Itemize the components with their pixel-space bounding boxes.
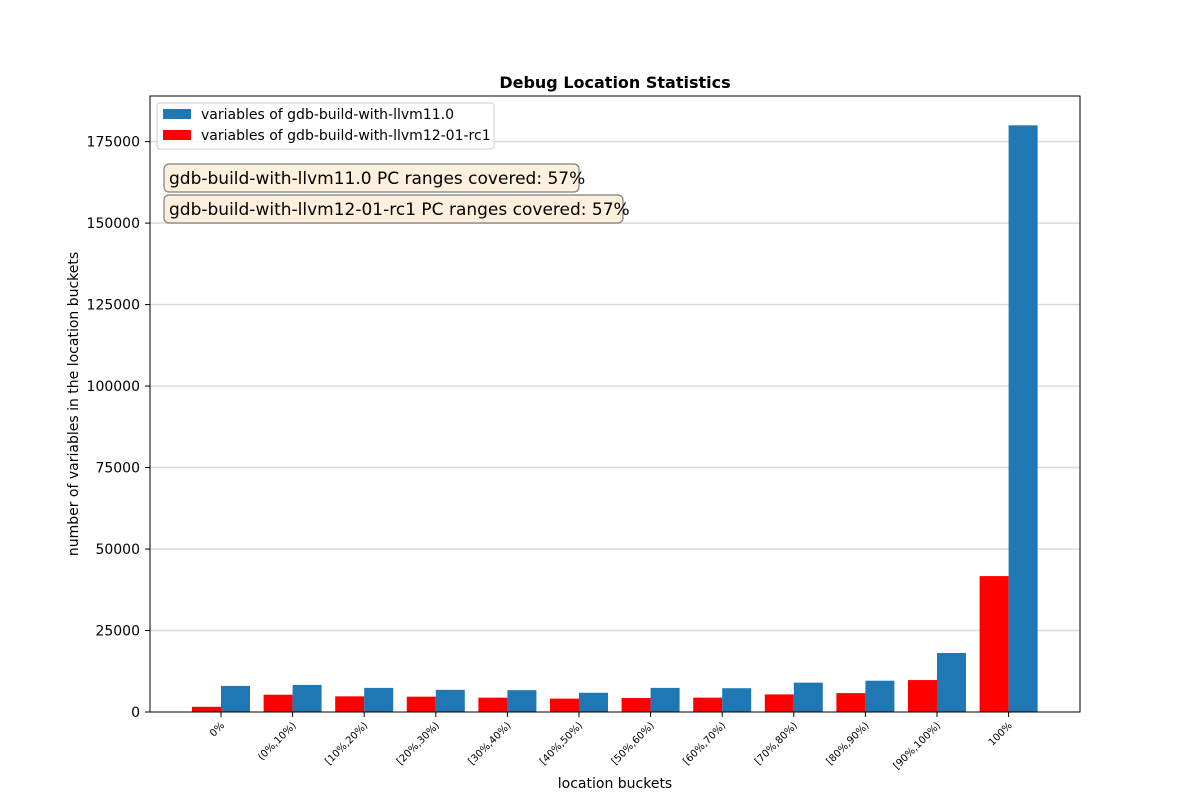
y-tick-label: 175000 — [87, 135, 140, 151]
bar-llvm11 — [221, 685, 250, 712]
y-tick-label: 25000 — [95, 624, 140, 640]
annotation-box-llvm12 — [163, 194, 624, 224]
annotation-llvm12-coverage: gdb-build-with-llvm12-01-rc1 PC ranges c… — [169, 200, 630, 220]
bar-llvm12 — [836, 693, 866, 712]
bar-llvm11 — [1008, 125, 1038, 713]
y-tick-label: 50000 — [95, 542, 140, 558]
bar-llvm12 — [335, 696, 365, 712]
legend-swatch-llvm11 — [163, 109, 191, 119]
y-tick-label: 150000 — [87, 216, 140, 232]
bar-llvm12 — [764, 694, 794, 712]
legend-swatch-llvm12 — [163, 130, 191, 140]
x-axis-label: location buckets — [558, 776, 672, 792]
bar-llvm12 — [908, 680, 937, 712]
bar-llvm12 — [979, 576, 1009, 712]
y-tick-label: 0 — [131, 705, 140, 721]
annotations: gdb-build-with-llvm11.0 PC ranges covere… — [163, 163, 630, 224]
bar-llvm11 — [364, 687, 394, 712]
bar-llvm12 — [621, 697, 651, 712]
bar-llvm12 — [263, 694, 293, 712]
annotation-llvm11-coverage: gdb-build-with-llvm11.0 PC ranges covere… — [169, 169, 585, 189]
bar-llvm12 — [192, 706, 221, 712]
bar-llvm12 — [550, 698, 579, 712]
legend-label-llvm11: variables of gdb-build-with-llvm11.0 — [201, 107, 454, 123]
bar-llvm11 — [435, 689, 465, 712]
y-axis-ticks: 0 25000 50000 75000 100000 125000 150000 175000 — [87, 135, 150, 721]
chart-title: Debug Location Statistics — [499, 73, 730, 92]
bar-llvm11 — [650, 687, 680, 712]
plot-frame — [149, 95, 1081, 713]
legend: variables of gdb-build-with-llvm11.0 var… — [156, 102, 495, 150]
bar-llvm11 — [793, 682, 823, 712]
annotation-box-llvm11 — [163, 163, 580, 193]
bar-llvm11 — [937, 653, 966, 712]
bar-llvm11 — [292, 684, 322, 712]
bar-llvm12 — [478, 697, 508, 712]
y-tick-label: 125000 — [87, 298, 140, 314]
bar-llvm12 — [406, 696, 436, 712]
y-tick-label: 100000 — [87, 379, 140, 395]
legend-label-llvm12: variables of gdb-build-with-llvm12-01-rc… — [201, 128, 491, 144]
bars — [192, 125, 1038, 713]
y-tick-label: 75000 — [95, 461, 140, 477]
bar-llvm11 — [722, 688, 752, 712]
bar-llvm11 — [507, 690, 537, 712]
y-axis-label: number of variables in the location buck… — [66, 252, 82, 556]
bar-llvm12 — [693, 697, 723, 712]
legend-box — [156, 102, 495, 150]
bar-llvm11 — [865, 680, 895, 712]
bar-llvm11 — [579, 692, 608, 712]
